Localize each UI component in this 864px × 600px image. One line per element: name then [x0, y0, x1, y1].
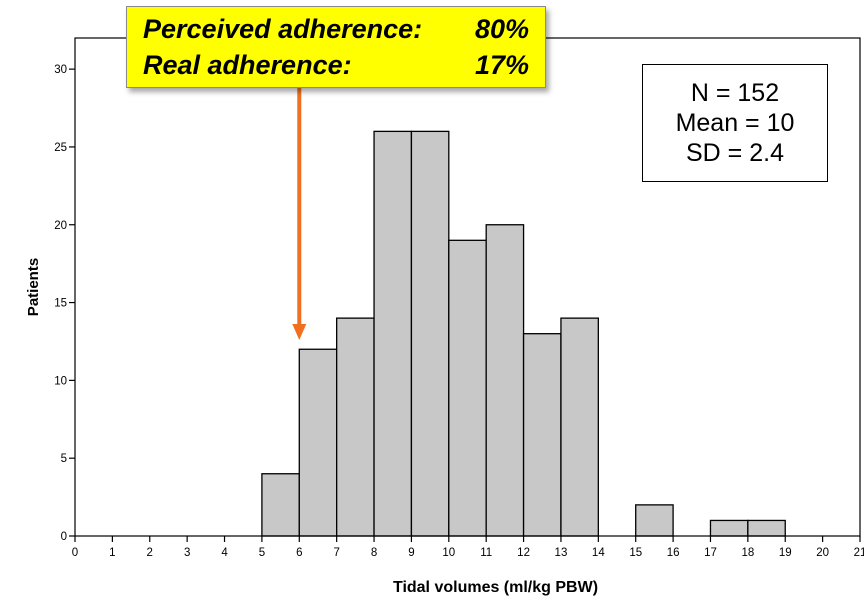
x-tick-label: 10 [442, 547, 455, 559]
y-tick-label: 30 [54, 64, 67, 76]
x-tick-label: 5 [259, 547, 265, 559]
arrow-head [292, 324, 307, 340]
histogram-bar [747, 519, 786, 537]
x-tick-label: 18 [741, 547, 754, 559]
x-tick-label: 12 [517, 547, 530, 559]
x-tick-label: 7 [333, 547, 339, 559]
y-tick-label: 25 [54, 142, 67, 154]
x-tick-label: 17 [704, 547, 717, 559]
y-tick-label: 5 [61, 453, 67, 465]
histogram-bar [373, 130, 413, 537]
x-tick-label: 21 [854, 547, 864, 559]
histogram-bar [560, 317, 599, 537]
annotation-arrow [292, 88, 307, 340]
histogram-bar [298, 348, 338, 537]
x-tick-label: 11 [480, 547, 492, 559]
real-adherence-row: Real adherence: 17% [143, 47, 529, 83]
x-tick-label: 14 [592, 547, 605, 559]
x-tick-label: 19 [779, 547, 792, 559]
x-axis-label: Tidal volumes (ml/kg PBW) [393, 579, 598, 596]
histogram-bar [410, 130, 450, 537]
x-tick-label: 2 [147, 547, 153, 559]
x-tick-label: 3 [184, 547, 190, 559]
perceived-adherence-value: 80% [474, 14, 529, 44]
real-adherence-label: Real adherence: [143, 50, 352, 80]
perceived-adherence-row: Perceived adherence: 80% [143, 11, 529, 47]
x-tick-label: 9 [408, 547, 414, 559]
histogram-bar [485, 224, 525, 537]
stats-sd: SD = 2.4 [686, 139, 784, 167]
bars-group [261, 130, 786, 537]
histogram-bar [261, 473, 300, 537]
x-tick-label: 0 [72, 547, 78, 559]
x-tick-label: 6 [296, 547, 302, 559]
x-tick-label: 20 [816, 547, 829, 559]
stats-box: N = 152 Mean = 10 SD = 2.4 [642, 64, 828, 182]
y-tick-label: 15 [54, 298, 67, 310]
stats-mean: Mean = 10 [675, 109, 795, 137]
x-tick-label: 15 [629, 547, 642, 559]
x-tick-label: 16 [667, 547, 680, 559]
histogram-bar [709, 519, 749, 537]
histogram-bar [448, 239, 487, 537]
axes-group: 0 1 2 3 4 5 6 7 8 9 10 11 12 13 14 15 16 17 18 19 20 21051015… [25, 37, 864, 596]
y-tick-label: 20 [54, 220, 67, 232]
y-axis-label: Patients [25, 258, 42, 316]
histogram-bar [522, 333, 562, 537]
x-tick-label: 1 [109, 547, 115, 559]
x-tick-label: 13 [555, 547, 568, 559]
histogram-bar [336, 317, 375, 537]
real-adherence-value: 17% [474, 50, 529, 80]
x-tick-label: 8 [371, 547, 377, 559]
y-tick-label: 10 [54, 375, 67, 387]
adherence-callout: Perceived adherence: 80% Real adherence:… [126, 6, 546, 88]
x-tick-label: 4 [221, 547, 228, 559]
y-tick-label: 0 [61, 531, 67, 543]
histogram-bar [635, 504, 674, 537]
stats-n: N = 152 [690, 79, 780, 107]
perceived-adherence-label: Perceived adherence: [143, 14, 423, 44]
